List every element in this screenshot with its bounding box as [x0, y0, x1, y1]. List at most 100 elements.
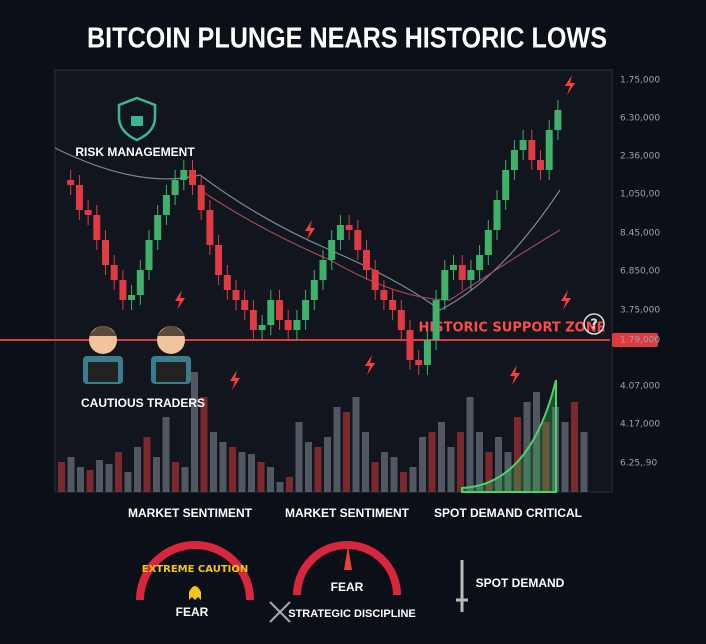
candle-body	[328, 240, 336, 260]
candle-body	[397, 310, 405, 330]
volume-bar	[286, 477, 293, 492]
candle-body	[232, 290, 240, 300]
candle-body	[93, 215, 101, 240]
volume-bar	[67, 457, 75, 492]
traders-label: CAUTIOUS TRADERS	[81, 396, 205, 410]
sword-icon	[456, 560, 468, 612]
volume-bar	[419, 437, 426, 492]
candle-body	[519, 140, 527, 150]
volume-bar	[86, 470, 94, 492]
candle-body	[545, 130, 553, 170]
candle-body	[293, 320, 301, 330]
volume-bar	[409, 467, 417, 492]
volume-bar	[58, 462, 65, 492]
gauge-needle	[344, 546, 352, 570]
lightning-icon	[305, 220, 315, 240]
candle-body	[345, 225, 353, 230]
axis-label: 4.17,000	[620, 420, 660, 430]
candle-body	[223, 275, 231, 290]
candle-body	[371, 270, 379, 290]
panel-heading: SPOT DEMAND CRITICAL	[434, 506, 582, 520]
caption: STRATEGIC DISCIPLINE	[288, 608, 416, 620]
help-mark: ?	[590, 318, 598, 333]
volume-bar	[571, 402, 578, 492]
volume-bar	[105, 464, 113, 492]
demand-curve	[461, 379, 557, 493]
status-label: FEAR	[331, 580, 364, 594]
candle-body	[258, 325, 266, 330]
volume-bar	[238, 452, 246, 492]
candle-body	[110, 265, 118, 280]
volume-bar	[257, 462, 265, 492]
candle-body	[162, 195, 170, 215]
candle-body	[441, 270, 449, 300]
risk-label: RISK MANAGEMENT	[75, 145, 195, 159]
candle-body	[537, 160, 544, 170]
volume-bar	[533, 392, 540, 492]
candle-body	[389, 300, 397, 310]
candle-body	[171, 180, 179, 195]
support-label: HISTORIC SUPPORT ZONE	[419, 321, 606, 336]
volume-bar	[485, 452, 493, 492]
candle-body	[510, 150, 518, 170]
candle-body	[406, 330, 414, 360]
highlight-box	[612, 333, 658, 347]
volume-bar	[324, 437, 331, 492]
candle-body	[554, 110, 562, 130]
candle-body	[380, 290, 388, 300]
volume-bar	[181, 467, 189, 492]
volume-bar	[210, 432, 217, 492]
volume-bar	[542, 422, 550, 492]
volume-bar	[523, 402, 531, 492]
candle-body	[354, 230, 362, 250]
volume-bar	[362, 432, 369, 492]
candle-body	[450, 265, 457, 270]
volume-bar	[333, 407, 341, 492]
volume-bar	[248, 454, 255, 492]
volume-bar	[390, 457, 398, 492]
axis-label: 3.75,000	[620, 306, 660, 316]
volume-bar	[466, 397, 474, 492]
lock-icon	[131, 116, 143, 126]
volume-bar	[514, 417, 521, 492]
volume-bar	[200, 397, 208, 492]
axis-label: 1.75,000	[620, 76, 660, 86]
candle-body	[415, 360, 423, 365]
volume-bar	[172, 462, 179, 492]
axis-label: 1.79,000	[620, 336, 660, 346]
status-label: FEAR	[176, 605, 209, 619]
lightning-icon	[561, 290, 571, 310]
gauge-arc	[293, 541, 401, 596]
swords-icon	[269, 601, 291, 623]
lightning-icon	[565, 75, 575, 95]
candle-body	[363, 250, 370, 270]
volume-bar	[191, 372, 198, 492]
axis-label: 6.25,.90	[620, 459, 657, 469]
candle-body	[180, 170, 188, 180]
axis-label: 4.07,000	[620, 382, 660, 392]
caption: SPOT DEMAND	[476, 576, 565, 590]
volume-bar	[580, 432, 588, 492]
volume-bar	[115, 452, 122, 492]
candle-body	[284, 320, 292, 330]
volume-bar	[162, 417, 170, 492]
volume-bar	[134, 447, 141, 492]
volume-bar	[219, 442, 227, 492]
candle-body	[336, 225, 344, 240]
volume-bar	[343, 412, 350, 492]
candle-body	[484, 230, 492, 255]
candle-body	[267, 300, 275, 325]
candle-body	[197, 185, 205, 210]
candle-body	[423, 340, 431, 365]
candle-body	[84, 210, 92, 215]
volume-bar	[77, 467, 84, 492]
volume-bar	[381, 452, 388, 492]
gauge-arc	[136, 541, 254, 601]
candle-body	[241, 300, 249, 310]
lightning-icon	[510, 365, 520, 385]
lightning-icon	[230, 370, 240, 390]
shield-icon	[117, 96, 157, 142]
trader-icon	[151, 326, 191, 384]
candle-body	[75, 185, 83, 210]
